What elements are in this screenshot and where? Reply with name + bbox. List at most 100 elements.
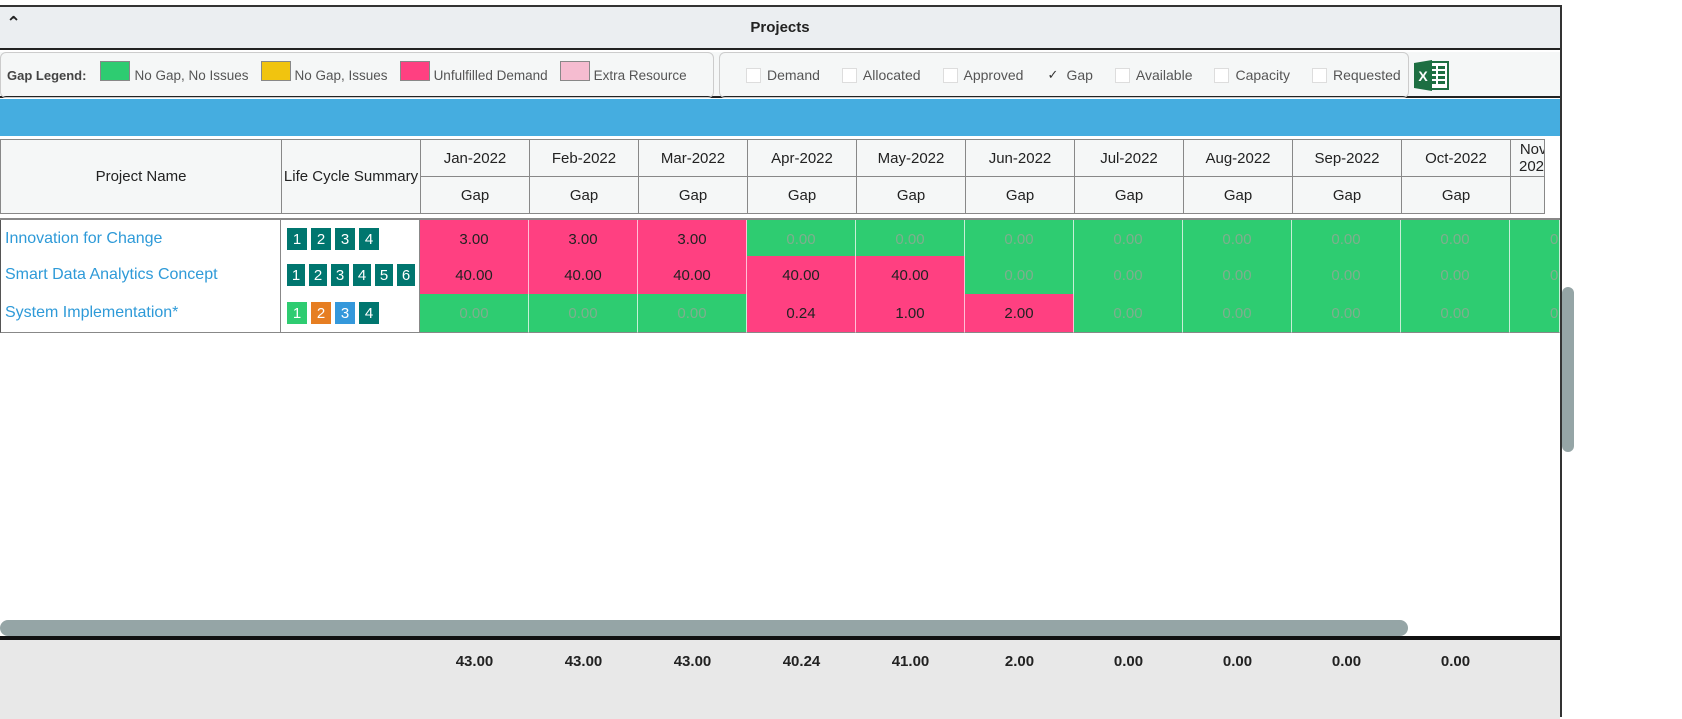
total-value: 43.00 [455, 653, 494, 670]
phase-badge[interactable]: 1 [287, 264, 305, 286]
toggle-requested[interactable]: Requested [1311, 67, 1401, 83]
phase-badge[interactable]: 2 [309, 264, 327, 286]
checkbox[interactable] [1214, 67, 1230, 83]
gap-cell[interactable]: 0.00 [420, 294, 529, 333]
gap-cell[interactable]: 0.00 [1074, 256, 1183, 295]
phase-badge[interactable]: 1 [287, 228, 307, 250]
gap-cell[interactable]: 40.00 [529, 256, 638, 295]
toggle-available[interactable]: Available [1114, 67, 1193, 83]
gap-cell[interactable]: 40.00 [638, 256, 747, 295]
total-value: 43.00 [673, 653, 712, 670]
panel-header: ⌃ Projects [0, 7, 1560, 50]
gap-cell[interactable]: 3.00 [420, 220, 529, 259]
legend-swatch [100, 61, 131, 81]
gap-cell[interactable]: 0.00 [1292, 220, 1401, 259]
excel-icon[interactable]: X [1414, 59, 1450, 92]
panel-title: Projects [750, 19, 810, 36]
total-value: 0.00 [1113, 653, 1144, 670]
gap-cell[interactable]: 0.00 [965, 220, 1074, 259]
gap-cell[interactable]: 0.00 [638, 294, 747, 333]
gap-cell[interactable]: 0.00 [1074, 294, 1183, 333]
gap-cell[interactable]: 0.00 [1401, 256, 1510, 295]
gap-cell[interactable]: 0.00 [1510, 294, 1560, 333]
gap-cell[interactable]: 0.00 [1183, 220, 1292, 259]
checkbox[interactable] [942, 67, 958, 83]
legend-swatch [399, 61, 430, 81]
phase-badge[interactable]: 1 [287, 302, 307, 324]
phase-badge[interactable]: 2 [311, 302, 331, 324]
gap-cell[interactable]: 0.24 [747, 294, 856, 333]
total-value: 0.00 [1440, 653, 1471, 670]
toggle-label: Demand [767, 67, 820, 83]
toggle-label: Available [1135, 67, 1193, 83]
gap-cell[interactable]: 0.00 [856, 220, 965, 259]
toggle-label: Gap [1066, 67, 1093, 83]
toggle-demand[interactable]: Demand [746, 67, 820, 83]
phase-badge[interactable]: 5 [375, 264, 393, 286]
column-subheader-gap: Gap [1401, 176, 1511, 214]
gap-cell[interactable]: 0.00 [1292, 256, 1401, 295]
checkbox[interactable] [1114, 67, 1130, 83]
phase-badge[interactable]: 4 [359, 302, 379, 324]
column-subheader-gap: Gap [1292, 176, 1402, 214]
gap-cell[interactable]: 0.00 [1510, 220, 1560, 259]
gap-cell[interactable]: 3.00 [638, 220, 747, 259]
gap-cell[interactable]: 0.00 [1074, 220, 1183, 259]
horizontal-scrollbar[interactable] [0, 620, 1408, 636]
legend-label: Extra Resource [593, 67, 687, 83]
gap-cell[interactable]: 0.00 [1401, 220, 1510, 259]
gap-cell[interactable]: 0.00 [1510, 256, 1560, 295]
projects-panel: ⌃ Projects Gap Legend: No Gap, No Issues… [0, 5, 1562, 719]
gap-cell[interactable]: 2.00 [965, 294, 1074, 333]
checkbox[interactable] [841, 67, 857, 83]
project-name-link[interactable]: Innovation for Change [0, 220, 281, 259]
project-name-link[interactable]: Smart Data Analytics Concept [0, 256, 281, 295]
gap-cell[interactable]: 0.00 [1292, 294, 1401, 333]
column-subheader-gap: Gap [529, 176, 639, 214]
gap-cell[interactable]: 0.00 [1401, 294, 1510, 333]
total-value: 0.00 [1222, 653, 1253, 670]
phase-badge[interactable]: 4 [353, 264, 371, 286]
gap-cell[interactable]: 1.00 [856, 294, 965, 333]
legend-toolbar: Gap Legend: No Gap, No Issues No Gap, Iss… [0, 52, 1560, 98]
column-header-month: Sep-2022 [1292, 139, 1402, 177]
column-header-month: Jun-2022 [965, 139, 1075, 177]
gap-cell[interactable]: 40.00 [856, 256, 965, 295]
checkbox[interactable] [1311, 67, 1327, 83]
project-name-link[interactable]: System Implementation* [0, 294, 281, 333]
phase-badge[interactable]: 3 [335, 228, 355, 250]
table-row: Smart Data Analytics Concept 1 2 3 4 5 6 40.00 4… [0, 256, 1560, 295]
gap-cell[interactable]: 0.00 [1183, 294, 1292, 333]
checkbox[interactable]: ✓ [1047, 66, 1059, 82]
vertical-scrollbar[interactable] [1562, 287, 1574, 452]
toggle-gap[interactable]: ✓ Gap [1045, 66, 1093, 83]
toggle-allocated[interactable]: Allocated [841, 67, 921, 83]
checkbox[interactable] [746, 67, 761, 83]
gap-cell[interactable]: 0.00 [747, 220, 856, 259]
column-header-month: Feb-2022 [529, 139, 639, 177]
gap-cell[interactable]: 0.00 [1183, 256, 1292, 295]
total-value: 40.24 [782, 653, 821, 670]
chevron-up-icon[interactable]: ⌃ [6, 13, 22, 33]
toggle-capacity[interactable]: Capacity [1214, 67, 1290, 83]
phase-badge[interactable]: 2 [311, 228, 331, 250]
legend-label: Unfulfilled Demand [433, 67, 548, 83]
phase-badge[interactable]: 3 [331, 264, 349, 286]
gap-cell[interactable]: 3.00 [529, 220, 638, 259]
toggle-approved[interactable]: Approved [942, 67, 1023, 83]
phase-badge[interactable]: 3 [335, 302, 355, 324]
gap-cell[interactable]: 40.00 [747, 256, 856, 295]
legend-swatch [260, 61, 291, 81]
column-subheader-gap: Gap [1074, 176, 1184, 214]
gap-cell[interactable]: 0.00 [529, 294, 638, 333]
gap-cell[interactable]: 40.00 [420, 256, 529, 295]
phase-badge[interactable]: 6 [397, 264, 415, 286]
gap-cell[interactable]: 0.00 [965, 256, 1074, 295]
phase-badge[interactable]: 4 [359, 228, 379, 250]
column-subheader-gap [1510, 176, 1545, 214]
column-subheader-gap: Gap [856, 176, 966, 214]
legend-swatch [559, 61, 590, 81]
column-header-month: Apr-2022 [747, 139, 857, 177]
